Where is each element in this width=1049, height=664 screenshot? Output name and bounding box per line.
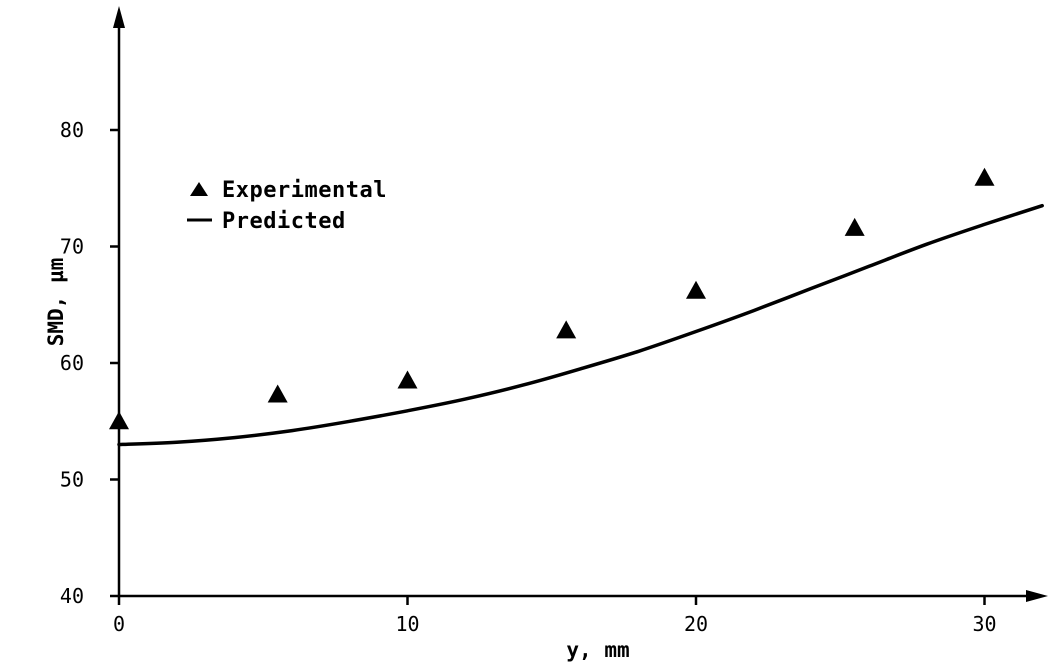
ticks bbox=[110, 128, 986, 605]
predicted-series-line bbox=[117, 203, 1044, 447]
experimental-point bbox=[267, 384, 288, 403]
y-axis-arrowhead bbox=[113, 6, 125, 28]
x-tick-label: 0 bbox=[113, 612, 125, 636]
experimental-point bbox=[397, 370, 418, 389]
experimental-point bbox=[109, 411, 129, 430]
x-axis-arrowhead bbox=[1026, 590, 1048, 602]
experimental-point bbox=[844, 217, 865, 236]
experimental-series-points bbox=[109, 167, 995, 430]
tick-labels: 40 50 60 70 80 0 10 20 30 bbox=[60, 118, 997, 636]
experimental-point bbox=[686, 280, 706, 299]
y-tick-label: 60 bbox=[60, 351, 84, 375]
legend-label-predicted: Predicted bbox=[222, 209, 346, 234]
x-tick-label: 20 bbox=[684, 612, 708, 636]
y-tick-label: 80 bbox=[60, 118, 84, 142]
experimental-point bbox=[556, 320, 577, 339]
x-axis-title: y, mm bbox=[566, 638, 629, 662]
axes bbox=[113, 6, 1048, 602]
legend-triangle-marker bbox=[190, 182, 208, 196]
x-tick-label: 30 bbox=[972, 612, 996, 636]
legend-label-experimental: Experimental bbox=[222, 178, 387, 203]
y-tick-label: 40 bbox=[60, 584, 84, 608]
legend: Experimental Predicted bbox=[187, 178, 387, 234]
y-axis-title: SMD, µm bbox=[44, 258, 68, 347]
experimental-point bbox=[974, 167, 995, 186]
y-tick-label: 70 bbox=[60, 235, 84, 259]
y-tick-label: 50 bbox=[60, 468, 84, 492]
x-tick-label: 10 bbox=[395, 612, 419, 636]
